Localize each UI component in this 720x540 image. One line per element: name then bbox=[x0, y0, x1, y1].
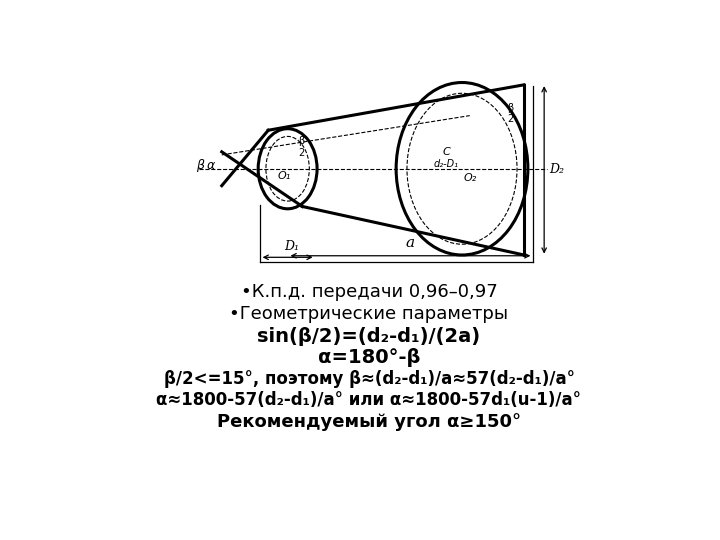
Text: O₂: O₂ bbox=[463, 173, 477, 183]
Text: sin(β/2)=(d₂-d₁)/(2a): sin(β/2)=(d₂-d₁)/(2a) bbox=[258, 327, 480, 346]
Text: β: β bbox=[196, 159, 204, 172]
Text: •Геометрические параметры: •Геометрические параметры bbox=[230, 305, 508, 323]
Text: α: α bbox=[207, 159, 215, 172]
Text: α=180°-β: α=180°-β bbox=[318, 348, 420, 367]
Text: D₁: D₁ bbox=[284, 240, 299, 253]
Text: α≈1800-57(d₂-d₁)/a° или α≈1800-57d₁(u-1)/a°: α≈1800-57(d₂-d₁)/a° или α≈1800-57d₁(u-1)… bbox=[156, 392, 582, 409]
Text: •К.п.д. передачи 0,96–0,97: •К.п.д. передачи 0,96–0,97 bbox=[240, 284, 498, 301]
Text: β/2<=15°, поэтому β≈(d₂-d₁)/a≈57(d₂-d₁)/a°: β/2<=15°, поэтому β≈(d₂-d₁)/a≈57(d₂-d₁)/… bbox=[163, 370, 575, 388]
Text: D₂: D₂ bbox=[549, 164, 564, 177]
Text: a: a bbox=[406, 235, 415, 249]
Text: d₂-D₁: d₂-D₁ bbox=[434, 159, 459, 169]
Text: Рекомендуемый угол α≥150°: Рекомендуемый угол α≥150° bbox=[217, 413, 521, 431]
Text: O₁: O₁ bbox=[277, 172, 290, 181]
Text: β
2: β 2 bbox=[299, 137, 305, 158]
Text: C: C bbox=[443, 147, 451, 157]
Text: β
2: β 2 bbox=[507, 103, 513, 124]
